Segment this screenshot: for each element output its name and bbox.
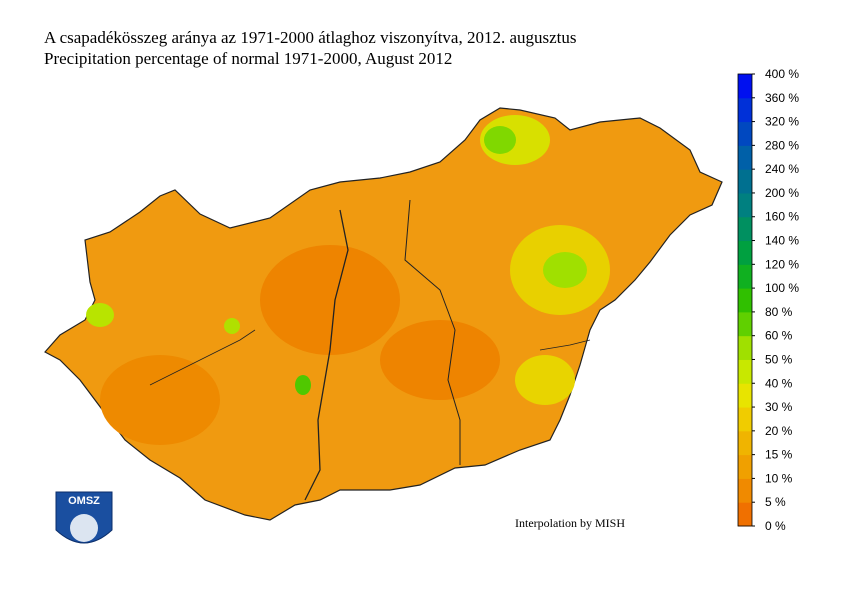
legend-swatch	[738, 169, 752, 194]
legend-label: 140 %	[765, 234, 799, 248]
logo-emblem	[70, 514, 98, 542]
border	[539, 339, 591, 351]
legend-swatch	[738, 478, 752, 503]
legend-label: 5 %	[765, 495, 786, 509]
legend-swatch	[738, 502, 752, 527]
dry-area	[380, 320, 500, 400]
legend-swatch	[738, 216, 752, 242]
legend-label: 360 %	[765, 91, 799, 105]
legend-swatch	[738, 454, 752, 479]
legend-label: 200 %	[765, 186, 799, 200]
legend-label: 80 %	[765, 305, 793, 319]
legend-label: 100 %	[765, 281, 799, 295]
legend-label: 320 %	[765, 115, 799, 129]
wet-area	[484, 126, 516, 154]
legend-label: 240 %	[765, 162, 799, 176]
legend-label: 160 %	[765, 210, 799, 224]
legend-swatch	[738, 383, 752, 408]
wet-area	[543, 252, 587, 288]
legend-label: 30 %	[765, 400, 793, 414]
legend-swatch	[738, 407, 752, 432]
logo-text: OMSZ	[68, 495, 100, 507]
color-legend: 0 % 5 % 10 % 15 % 20 % 30 % 40 % 50 % 60 % 80 % 10…	[737, 67, 799, 533]
legend-label: 50 %	[765, 352, 793, 366]
legend-swatch	[738, 264, 752, 289]
legend-label: 10 %	[765, 471, 793, 485]
title-hu: A csapadékösszeg aránya az 1971-2000 átl…	[44, 28, 577, 47]
legend-swatch	[738, 121, 752, 146]
legend-swatch	[738, 311, 752, 337]
legend-label: 60 %	[765, 329, 793, 343]
wet-area	[295, 375, 311, 395]
legend-label: 400 %	[765, 67, 799, 81]
legend-swatch	[738, 240, 752, 265]
wet-area	[86, 303, 114, 327]
legend-swatch	[738, 74, 752, 99]
lake	[149, 329, 256, 386]
legend-swatch	[738, 192, 752, 218]
legend-label: 0 %	[765, 519, 786, 533]
legend-label: 40 %	[765, 376, 793, 390]
dry-area	[260, 245, 400, 355]
logo: OMSZ	[55, 491, 113, 544]
wet-area	[224, 318, 240, 334]
river	[304, 209, 349, 501]
title-en: Precipitation percentage of normal 1971-…	[44, 49, 452, 68]
legend-swatch	[738, 430, 752, 456]
legend-swatch	[738, 359, 752, 384]
wet-area	[515, 355, 575, 405]
river	[404, 199, 461, 465]
legend-label: 15 %	[765, 448, 793, 462]
legend-swatch	[738, 335, 752, 360]
legend-label: 20 %	[765, 424, 793, 438]
legend-label: 280 %	[765, 138, 799, 152]
legend-label: 120 %	[765, 257, 799, 271]
map	[44, 107, 723, 521]
legend-swatch	[738, 145, 752, 170]
credit: Interpolation by MISH	[515, 516, 625, 530]
dry-area	[100, 355, 220, 445]
legend-swatch	[738, 97, 752, 123]
legend-swatch	[738, 288, 752, 313]
legend-frame	[737, 73, 753, 527]
